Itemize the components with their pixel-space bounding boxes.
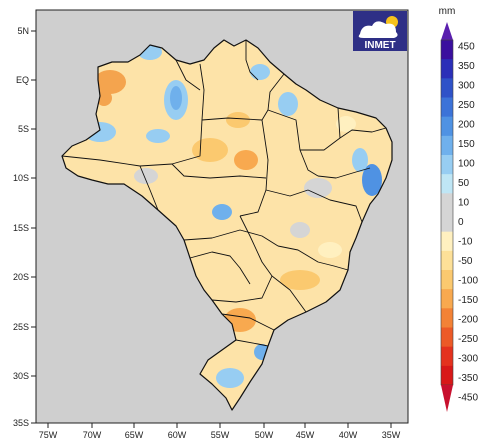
colorbar-segment [441,78,453,98]
colorbar-segment [441,97,453,118]
y-tick-label: 5N [17,26,29,36]
colorbar-label: -50 [458,256,473,267]
y-tick-label: 35S [13,418,29,428]
colorbar-segment [441,193,453,213]
colorbar-segment [441,231,453,252]
y-tick-label: 15S [13,223,29,233]
logo-text: INMET [364,40,395,51]
colorbar-segment [441,270,453,290]
colorbar-label: -250 [458,334,478,345]
x-axis: 75W 70W 65W 60W 55W 50W 45W 40W 35W [39,423,401,440]
colorbar-label: -350 [458,373,478,384]
colorbar-label: -10 [458,237,473,248]
x-tick-label: 55W [211,430,230,440]
anomaly-patch [304,178,332,198]
colorbar-unit: mm [439,6,456,17]
x-tick-label: 35W [382,430,401,440]
colorbar-segment [441,59,453,79]
colorbar-segment [441,346,453,367]
colorbar-label: 150 [458,139,475,150]
colorbar-segment [441,308,453,328]
state-borders [61,40,387,347]
x-tick-label: 70W [83,430,102,440]
anomaly-patch [336,116,356,132]
x-tick-label: 45W [296,430,315,440]
anomaly-patch [250,64,270,80]
x-tick-label: 60W [168,430,187,440]
inmet-logo: INMET [353,11,407,51]
colorbar-label: -150 [458,295,478,306]
anomaly-patch [278,92,298,116]
y-tick-label: 25S [13,322,29,332]
brazil-outline [61,39,393,411]
colorbar-label: -100 [458,276,478,287]
y-tick-label: 20S [13,272,29,282]
map-frame-border [35,9,409,424]
anomaly-patch [362,164,382,196]
cloud-icon [358,21,398,38]
colorbar-label: 300 [458,81,475,92]
colorbar-label: 10 [458,198,470,209]
colorbar-segment [441,135,453,156]
y-axis: 5N EQ 5S 10S 15S 20S 25S 30S 35S [13,26,36,428]
colorbar-label: 200 [458,120,475,131]
anomaly-patch [280,270,320,290]
colorbar-label: -300 [458,354,478,365]
y-tick-label: 10S [13,173,29,183]
x-tick-label: 75W [39,430,58,440]
colorbar-segment [441,365,453,386]
anomaly-patch [290,222,310,238]
colorbar-segment [441,155,453,175]
anomaly-patch [134,168,158,184]
x-tick-label: 50W [255,430,274,440]
colorbar-segment [441,212,453,233]
colorbar-segment [441,116,453,137]
colorbar-label: 250 [458,100,475,111]
anomaly-patch [318,242,342,258]
colorbar-label: 0 [458,217,464,228]
colorbar-top-arrow [441,22,453,40]
anomaly-patch [170,86,182,110]
colorbar-segment [441,289,453,309]
y-tick-label: 30S [13,371,29,381]
colorbar-segment [441,327,453,348]
colorbar: mm 45035030025020015010050100-10-50-100-… [439,6,478,412]
colorbar-segment [441,40,453,60]
colorbar-label: 100 [458,159,475,170]
anomaly-patch [352,148,368,172]
colorbar-bottom-arrow [441,385,453,412]
anomaly-patch [216,368,244,388]
y-tick-label: 5S [18,124,29,134]
colorbar-segment [441,250,453,271]
x-tick-label: 40W [339,430,358,440]
anomaly-patch [234,150,258,170]
anomaly-patch [212,204,232,220]
anomaly-patch [146,129,170,143]
colorbar-label: -200 [458,315,478,326]
colorbar-label: 50 [458,178,470,189]
colorbar-label: 350 [458,61,475,72]
y-tick-label: EQ [16,75,29,85]
x-tick-label: 65W [125,430,144,440]
colorbar-label: 450 [458,42,475,53]
anomaly-patch [192,138,228,162]
anomaly-patch [226,112,250,128]
colorbar-segment [441,174,453,194]
anomaly-patch [94,70,126,94]
colorbar-label: -450 [458,393,478,404]
